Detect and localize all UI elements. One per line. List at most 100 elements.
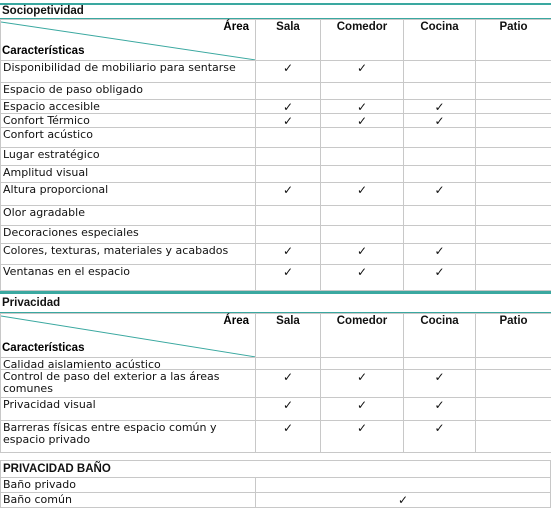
- check-cell: [403, 127, 476, 148]
- diagonal-line: [1, 21, 255, 60]
- check-cell: ✓: [403, 243, 476, 265]
- check-cell: [475, 243, 551, 265]
- column-header: Sala: [255, 19, 321, 61]
- diagonal: [1, 315, 255, 357]
- check-cell: ✓: [403, 420, 476, 453]
- check-cell: ✓: [403, 182, 476, 206]
- check-cell: [255, 147, 321, 166]
- row-label: Colores, texturas, materiales y acabados: [0, 243, 256, 265]
- row-label: Privacidad visual: [0, 397, 256, 421]
- column-header: Cocina: [403, 313, 476, 358]
- row-label: Confort acústico: [0, 127, 256, 148]
- check-cell: ✓: [320, 113, 404, 128]
- row-label: Amplitud visual: [0, 165, 256, 183]
- check-cell: ✓: [403, 99, 476, 114]
- check-cell: [403, 82, 476, 100]
- check-cell: ✓: [255, 182, 321, 206]
- check-cell: [403, 60, 476, 83]
- column-header: Comedor: [320, 313, 404, 358]
- check-cell: ✓: [403, 113, 476, 128]
- check-cell: ✓: [255, 113, 321, 128]
- row-label: Control de paso del exterior a las áreas…: [0, 369, 256, 398]
- check-cell: ✓: [320, 369, 404, 398]
- check-cell: ✓: [255, 99, 321, 114]
- bath-title: PRIVACIDAD BAÑO: [0, 460, 551, 478]
- check-cell: ✓: [320, 264, 404, 291]
- check-cell: [320, 205, 404, 226]
- row-label: Confort Térmico: [0, 113, 256, 128]
- check-cell: [475, 60, 551, 83]
- check-cell: [475, 397, 551, 421]
- diagonal: [1, 21, 255, 60]
- check-cell: ✓: [320, 99, 404, 114]
- diagonal-line: [1, 315, 255, 357]
- check-cell: [475, 113, 551, 128]
- characteristics-label: Características: [2, 342, 85, 354]
- check-cell: ✓: [403, 264, 476, 291]
- area-label: Área: [223, 21, 249, 33]
- check-cell: [475, 205, 551, 226]
- check-cell: [475, 147, 551, 166]
- check-cell: [475, 264, 551, 291]
- check-cell: ✓: [255, 60, 321, 83]
- check-cell: ✓: [320, 182, 404, 206]
- check-cell: [403, 165, 476, 183]
- row-label: Baño privado: [0, 477, 256, 493]
- row-label: Baño común: [0, 492, 256, 508]
- section-title: Sociopetividad: [2, 5, 84, 17]
- check-cell: [255, 82, 321, 100]
- row-label: Altura proporcional: [0, 182, 256, 206]
- check-cell: ✓: [403, 369, 476, 398]
- check-cell: [475, 82, 551, 100]
- check-cell: ✓: [320, 420, 404, 453]
- check-cell: [255, 477, 551, 493]
- check-cell: ✓: [255, 264, 321, 291]
- row-label: Decoraciones especiales: [0, 225, 256, 244]
- row-label: Barreras físicas entre espacio común y e…: [0, 420, 256, 453]
- column-header: Comedor: [320, 19, 404, 61]
- row-label: Olor agradable: [0, 205, 256, 226]
- check-cell: ✓: [255, 243, 321, 265]
- check-cell: [255, 205, 321, 226]
- section-rule: [0, 3, 551, 5]
- area-label: Área: [223, 315, 249, 327]
- check-cell: ✓: [320, 243, 404, 265]
- check-cell: [255, 225, 321, 244]
- column-header: Sala: [255, 313, 321, 358]
- check-cell: ✓: [255, 369, 321, 398]
- check-cell: [475, 225, 551, 244]
- check-cell: [403, 205, 476, 226]
- row-label: Espacio accesible: [0, 99, 256, 114]
- check-cell: [475, 182, 551, 206]
- check-cell: ✓: [255, 420, 321, 453]
- check-cell: ✓: [320, 60, 404, 83]
- check-cell: ✓: [255, 397, 321, 421]
- check-cell: [475, 420, 551, 453]
- check-cell: [255, 127, 321, 148]
- row-label: Espacio de paso obligado: [0, 82, 256, 100]
- check-cell: [320, 127, 404, 148]
- check-cell: [475, 127, 551, 148]
- check-cell: [255, 165, 321, 183]
- row-label: Disponibilidad de mobiliario para sentar…: [0, 60, 256, 83]
- check-cell: [475, 99, 551, 114]
- column-header: Patio: [475, 313, 551, 358]
- characteristics-label: Características: [2, 45, 85, 57]
- column-header: Patio: [475, 19, 551, 61]
- check-cell: ✓: [320, 397, 404, 421]
- check-cell: ✓: [255, 492, 551, 508]
- section-title: Privacidad: [2, 297, 61, 309]
- check-cell: [320, 225, 404, 244]
- check-cell: [403, 225, 476, 244]
- row-label: Lugar estratégico: [0, 147, 256, 166]
- check-cell: [475, 369, 551, 398]
- row-label: Ventanas en el espacio: [0, 264, 256, 291]
- check-cell: [320, 165, 404, 183]
- check-cell: [403, 147, 476, 166]
- check-cell: [475, 165, 551, 183]
- column-header: Cocina: [403, 19, 476, 61]
- check-cell: [320, 147, 404, 166]
- check-cell: [320, 82, 404, 100]
- section-rule: [0, 292, 551, 294]
